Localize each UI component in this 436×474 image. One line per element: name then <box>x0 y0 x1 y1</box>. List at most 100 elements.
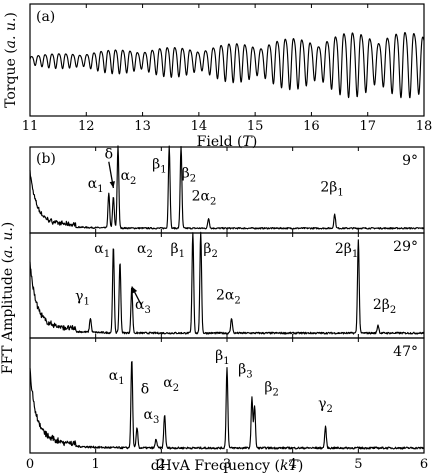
fft-peak-symbol: α <box>163 375 173 391</box>
fft-peak-subscript: 2 <box>210 196 216 207</box>
peak-arrow-head <box>131 286 138 294</box>
panel-a-x-tick-label: 13 <box>134 119 151 134</box>
panel-a-ylabel-unit: a. u. <box>3 18 19 49</box>
fft-peak-label: β1 <box>215 348 229 367</box>
fft-peak-subscript: 1 <box>118 376 124 387</box>
fft-peak-label: α3 <box>144 407 160 426</box>
fft-peak-subscript: 1 <box>104 249 110 260</box>
fft-peak-label: γ2 <box>318 396 333 415</box>
panel-b-x-tick-label: 3 <box>223 457 231 472</box>
peak-arrow-head <box>109 181 115 188</box>
fft-peak-label: 2α2 <box>192 188 217 207</box>
fft-peak-subscript: 2 <box>173 383 179 394</box>
fft-peak-symbol: β <box>215 348 223 364</box>
fft-peak-label: α1 <box>88 176 104 195</box>
fft-peak-symbol: α <box>88 176 98 192</box>
panel-b-x-tick-label: 4 <box>289 457 297 472</box>
fft-peak-symbol: δ <box>105 146 113 162</box>
panel-a-xlabel-text: Field ( <box>197 134 243 150</box>
panel-a-x-tick-label: 11 <box>22 119 39 134</box>
fft-spectrum-trace <box>29 361 425 450</box>
fft-spectrum-trace <box>29 145 425 230</box>
panel-b-y-axis-label: FFT Amplitude (a. u.) <box>0 222 16 375</box>
panel-a-x-tick-label: 12 <box>78 119 95 134</box>
fft-peak-symbol: 2β <box>320 179 337 195</box>
panel-b-x-tick-label: 2 <box>157 457 165 472</box>
fft-peak-symbol: γ <box>318 396 326 412</box>
panel-b-ylabel-close: ) <box>0 222 16 227</box>
panel-b-xlabel-unit: kT <box>280 458 299 474</box>
panel-b-x-axis-label: dHvA Frequency (kT) <box>151 458 304 474</box>
fft-peak-symbol: β <box>182 165 190 181</box>
fft-peak-symbol: β <box>203 241 211 257</box>
fft-peak-subscript: 1 <box>352 249 358 260</box>
panel-a-x-tick-label: 14 <box>191 119 208 134</box>
fft-peak-subscript: 2 <box>390 305 396 316</box>
panel-a-label: (a) <box>36 9 55 25</box>
fft-peak-symbol: α <box>135 297 145 313</box>
fft-peak-subscript: 2 <box>146 249 152 260</box>
fft-angle-label: 29° <box>393 239 418 255</box>
panel-b-ylabel-unit: a. u. <box>0 227 16 258</box>
fft-peak-label: δ <box>105 146 113 162</box>
fft-peak-symbol: α <box>121 168 131 184</box>
fft-peak-label: 2β2 <box>373 297 396 316</box>
fft-peak-subscript: 2 <box>211 249 217 260</box>
fft-peak-symbol: 2β <box>373 297 390 313</box>
panel-b-xlabel-text: dHvA Frequency ( <box>151 458 280 474</box>
fft-peak-symbol: 2α <box>192 188 211 204</box>
panel-a-torque-trace <box>29 31 425 99</box>
fft-peak-label: β2 <box>203 241 217 260</box>
fft-peak-subscript: 3 <box>144 305 150 316</box>
fft-peak-subscript: 2 <box>234 296 240 307</box>
fft-peak-subscript: 3 <box>246 370 252 381</box>
fft-peak-label: α2 <box>163 375 179 394</box>
fft-peak-symbol: β <box>264 379 272 395</box>
panel-a-x-tick-label: 15 <box>247 119 264 134</box>
fft-peak-subscript: 2 <box>273 387 279 398</box>
fft-peak-subscript: 1 <box>179 249 185 260</box>
fft-peak-label: 2β1 <box>320 179 343 198</box>
fft-peak-symbol: α <box>137 241 147 257</box>
fft-peak-subscript: 2 <box>130 176 136 187</box>
panel-a-ylabel-text: Torque ( <box>3 48 19 108</box>
panel-a-x-axis-label: Field (T) <box>197 134 258 150</box>
fft-peak-label: β1 <box>152 156 166 175</box>
fft-peak-symbol: 2β <box>335 241 352 257</box>
fft-peak-label: β1 <box>171 241 185 260</box>
fft-peak-subscript: 1 <box>337 187 343 198</box>
panel-b-label: (b) <box>36 151 56 167</box>
fft-peak-subscript: 1 <box>97 184 103 195</box>
panel-a-y-axis-label: Torque (a. u.) <box>3 12 19 108</box>
panel-b-x-ticks: 0 1 2 3 4 5 6 <box>26 457 428 472</box>
fft-peak-symbol: β <box>238 362 246 378</box>
panel-a-x-tick-label: 18 <box>416 119 433 134</box>
fft-peak-symbol: γ <box>75 289 83 305</box>
panel-a: (a) 11 12 13 14 15 16 17 18 Field (T) Torque (a… <box>3 3 433 150</box>
panel-b-ylabel-text: FFT Amplitude ( <box>0 258 16 374</box>
fft-peak-symbol: α <box>94 241 104 257</box>
fft-peak-symbol: β <box>171 241 179 257</box>
fft-angle-label: 47° <box>393 344 418 360</box>
fft-peak-symbol: 2α <box>216 288 235 304</box>
fft-peak-label: α3 <box>135 297 151 316</box>
fft-peak-symbol: δ <box>141 382 149 398</box>
fft-peak-symbol: α <box>144 407 154 423</box>
fft-peak-subscript: 3 <box>153 415 159 426</box>
fft-peak-subscript: 2 <box>327 404 333 415</box>
fft-peak-subscript: 1 <box>160 164 166 175</box>
panel-b-x-tick-label: 6 <box>420 457 428 472</box>
fft-peak-label: 2α2 <box>216 288 241 307</box>
panel-a-frame <box>29 3 425 117</box>
panel-b-x-tick-label: 5 <box>354 457 362 472</box>
fft-peak-symbol: α <box>109 368 119 384</box>
fft-spectrum-trace <box>29 231 425 335</box>
fft-peak-label: α1 <box>109 368 125 387</box>
fft-angle-label: 9° <box>402 153 418 169</box>
panel-a-ylabel-close: ) <box>3 12 19 17</box>
